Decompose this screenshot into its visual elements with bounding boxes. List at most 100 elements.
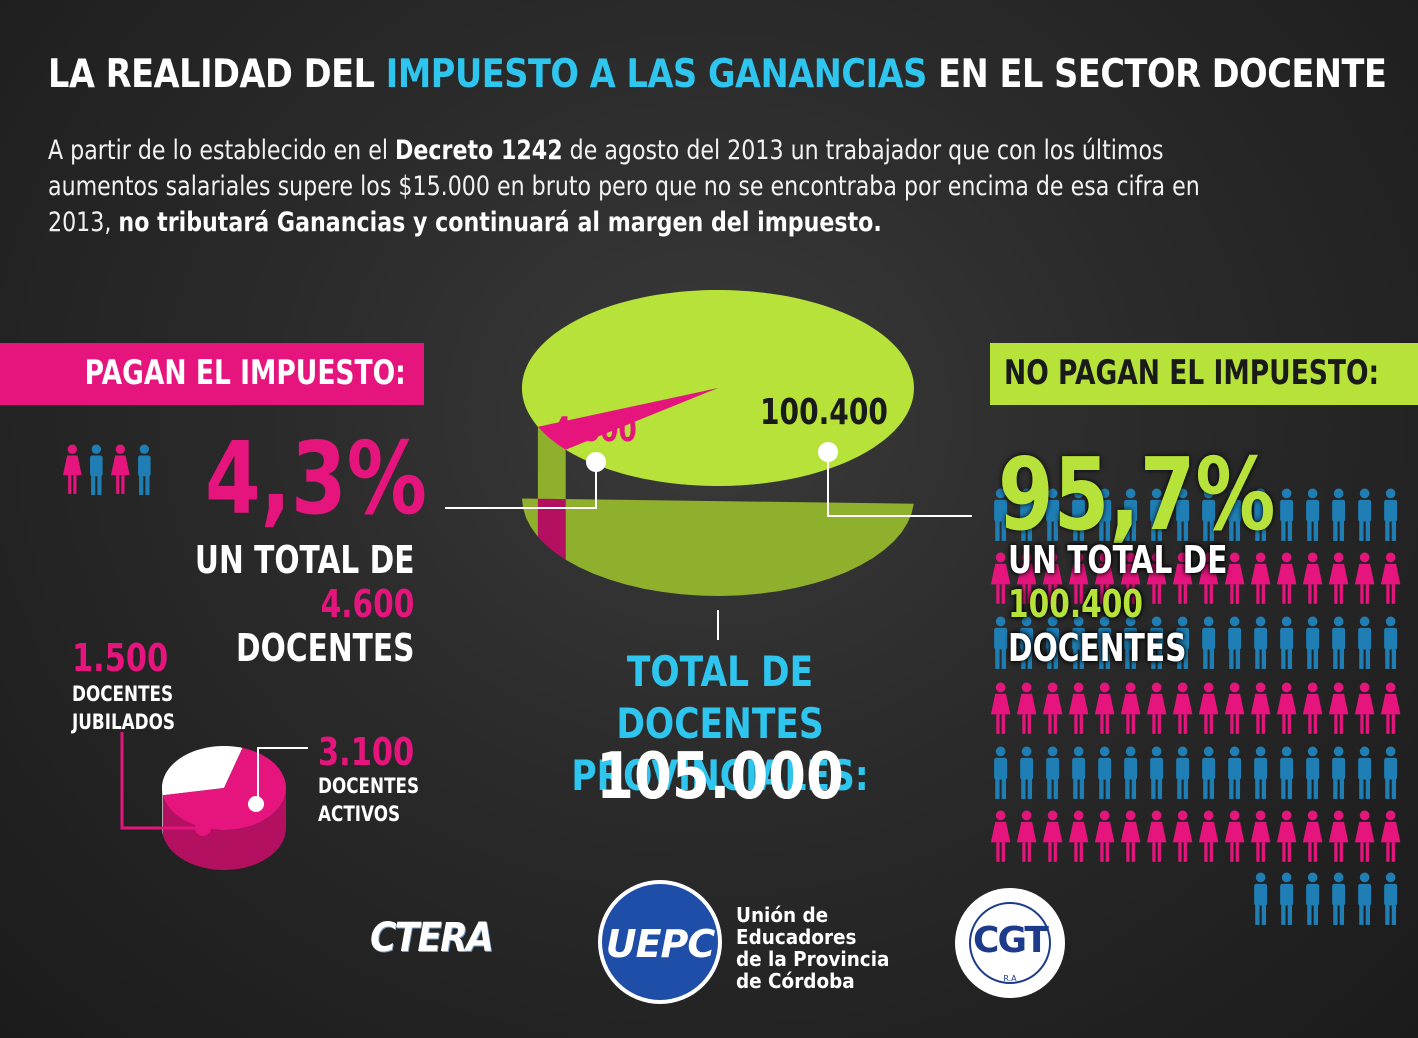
person-icon: [1072, 746, 1086, 799]
uepc-name: Unión de Educadores de la Provincia de C…: [736, 904, 889, 992]
pay-tax-total-suffix: DOCENTES: [235, 626, 414, 670]
person-icon: [1020, 616, 1034, 669]
jubilados-label: DOCENTES JUBILADOS: [72, 680, 175, 736]
person-icon: [1328, 682, 1349, 734]
person-icon: [1020, 488, 1034, 541]
jubilados-label-2: JUBILADOS: [72, 710, 175, 734]
person-icon: [1384, 872, 1398, 925]
connector-dot-jubilados: [195, 820, 211, 836]
person-icon: [1046, 616, 1060, 669]
small-pie-side-1: [162, 788, 286, 870]
person-icon: [1224, 810, 1245, 862]
person-icon: [1042, 810, 1063, 862]
person-icon: [1172, 682, 1193, 734]
person-icon: [1358, 872, 1372, 925]
person-icon: [1224, 552, 1245, 604]
person-icon: [1302, 552, 1323, 604]
person-icon: [1124, 488, 1138, 541]
person-icon: [1202, 488, 1216, 541]
person-icon: [1046, 746, 1060, 799]
activos-label-1: DOCENTES: [318, 774, 420, 798]
person-icon: [1068, 810, 1089, 862]
pie-slice-label-pagan: 4.600: [553, 410, 637, 450]
small-pie-slice-0: [161, 745, 243, 796]
person-icon: [1332, 616, 1346, 669]
person-icon: [1228, 616, 1242, 669]
person-icon: [1068, 552, 1089, 604]
person-icon: [1020, 746, 1034, 799]
person-icon: [1306, 746, 1320, 799]
person-icon: [1098, 616, 1112, 669]
no-pay-tax-total-prefix: UN TOTAL DE: [1008, 538, 1228, 582]
title-part-2: EN EL SECTOR DOCENTE: [926, 52, 1387, 97]
person-icon: [1072, 616, 1086, 669]
person-icon: [1042, 682, 1063, 734]
main-pie-slice-1: [521, 289, 914, 486]
person-icon: [1280, 616, 1294, 669]
no-pay-tax-band: NO PAGAN EL IMPUESTO:: [990, 343, 1418, 405]
pay-tax-label: PAGAN EL IMPUESTO:: [84, 353, 406, 393]
person-icon: [1328, 810, 1349, 862]
jubilados-label-1: DOCENTES: [72, 682, 174, 706]
person-icon: [1358, 616, 1372, 669]
person-icon: [1202, 616, 1216, 669]
uepc-name-3: de la Provincia: [736, 947, 890, 971]
person-icon: [1120, 682, 1141, 734]
person-icon: [1280, 872, 1294, 925]
pay-tax-total: UN TOTAL DE 4.600 DOCENTES: [194, 538, 414, 670]
person-icon: [1302, 682, 1323, 734]
activos-value: 3.100: [318, 730, 415, 774]
activos-label: DOCENTES ACTIVOS: [318, 772, 419, 828]
person-icon: [1094, 810, 1115, 862]
person-icon: [1358, 488, 1372, 541]
person-icon: [1250, 682, 1271, 734]
pay-tax-band: PAGAN EL IMPUESTO:: [0, 343, 424, 405]
page-title: LA REALIDAD DEL IMPUESTO A LAS GANANCIAS…: [48, 52, 1387, 97]
person-icon: [1016, 810, 1037, 862]
person-icon: [1358, 746, 1372, 799]
uepc-logo: UEPC: [598, 880, 722, 1004]
person-icon: [1176, 746, 1190, 799]
main-pie-slice-0: [537, 388, 718, 450]
uepc-logo-text: UEPC: [605, 922, 716, 966]
person-icon: [1254, 872, 1268, 925]
person-icon: [1254, 488, 1268, 541]
connector-dot-activos: [248, 796, 264, 812]
person-icon: [1306, 488, 1320, 541]
connector-lines: [120, 442, 972, 836]
person-icon: [1094, 552, 1115, 604]
total-teachers-label: TOTAL DE DOCENTES PROVINCIALES:: [556, 646, 884, 802]
person-icon: [1072, 488, 1086, 541]
people-icons-right: [990, 488, 1401, 925]
person-icon: [1384, 746, 1398, 799]
intro-bold-1: Decreto 1242: [395, 135, 563, 166]
person-icon: [1046, 488, 1060, 541]
cgt-logo: CGT R.A: [955, 888, 1065, 998]
activos-label-2: ACTIVOS: [318, 802, 401, 826]
person-icon: [1280, 746, 1294, 799]
small-pie-chart: [161, 745, 286, 870]
person-icon: [1094, 682, 1115, 734]
pay-tax-percent: 4,3%: [205, 420, 427, 537]
person-icon: [90, 444, 103, 495]
person-icon: [1250, 810, 1271, 862]
no-pay-tax-total-value: 100.400: [1008, 582, 1144, 626]
person-icon: [1172, 810, 1193, 862]
no-pay-tax-label: NO PAGAN EL IMPUESTO:: [1004, 353, 1380, 393]
person-icon: [994, 616, 1008, 669]
person-icon: [1042, 552, 1063, 604]
person-icon: [1098, 746, 1112, 799]
title-part-1: LA REALIDAD DEL: [48, 52, 386, 97]
connector-activos: [257, 747, 308, 802]
person-icon: [1124, 616, 1138, 669]
person-icon: [1250, 552, 1271, 604]
connector-dot-no-pagan: [818, 442, 838, 462]
person-icon: [1354, 810, 1375, 862]
person-icon: [1172, 552, 1193, 604]
person-icon: [1354, 552, 1375, 604]
person-icon: [1306, 616, 1320, 669]
no-pay-tax-total-suffix: DOCENTES: [1008, 626, 1187, 670]
person-icon: [1228, 746, 1242, 799]
person-icon: [1016, 682, 1037, 734]
person-icon: [1276, 682, 1297, 734]
